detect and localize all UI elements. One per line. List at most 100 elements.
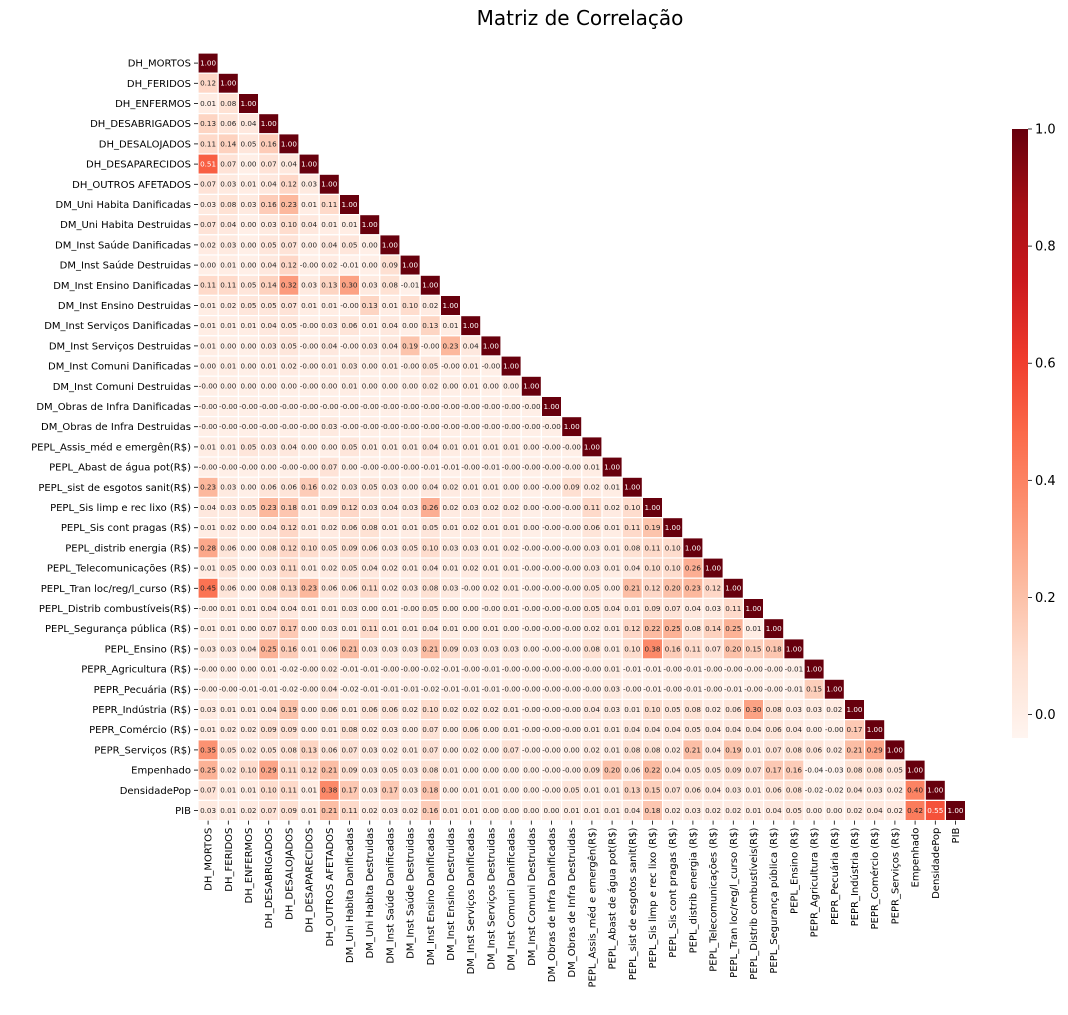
cell-value-label: 1.00: [321, 180, 337, 189]
cell-value-label: 0.01: [301, 786, 317, 795]
cell-value-label: 0.23: [442, 341, 458, 350]
cell-value-label: 0.01: [382, 301, 398, 310]
cell-value-label: 0.01: [301, 301, 317, 310]
cell-value-label: -0.00: [461, 463, 480, 472]
cell-value-label: 0.12: [705, 584, 721, 593]
cell-value-label: 0.00: [463, 766, 479, 775]
cell-value-label: 0.03: [321, 321, 337, 330]
cell-value-label: -0.00: [522, 402, 541, 411]
cell-value-label: -0.00: [300, 665, 319, 674]
cell-value-label: -0.00: [421, 402, 440, 411]
cell-value-label: 0.03: [220, 240, 236, 249]
cell-value-label: 0.01: [402, 745, 418, 754]
cell-value-label: 0.04: [624, 725, 640, 734]
x-tick-label: PEPL_Abast de água pot(R$): [607, 828, 619, 970]
cell-value-label: 0.13: [362, 301, 378, 310]
cell-value-label: 0.22: [644, 766, 660, 775]
cell-value-label: 0.00: [200, 362, 216, 371]
cell-value-label: 0.07: [665, 604, 681, 613]
cell-value-label: 0.02: [402, 806, 418, 815]
cell-value-label: -0.00: [522, 665, 541, 674]
cell-value-label: 0.18: [766, 644, 782, 653]
cell-value-label: -0.00: [401, 362, 420, 371]
cell-value-label: -0.01: [441, 685, 460, 694]
cell-value-label: -0.00: [562, 523, 581, 532]
cell-value-label: -0.00: [300, 422, 319, 431]
cell-value-label: -0.00: [744, 685, 763, 694]
cell-value-label: 0.00: [341, 463, 357, 472]
cell-value-label: 0.04: [261, 705, 277, 714]
cell-value-label: 0.00: [806, 725, 822, 734]
cell-value-label: 0.02: [463, 564, 479, 573]
x-tick-label: PEPR_Comércio (R$): [869, 828, 881, 930]
cell-value-label: -0.00: [199, 382, 218, 391]
cell-value-label: 0.07: [766, 745, 782, 754]
cell-value-label: 0.04: [422, 442, 438, 451]
cell-value-label: 0.00: [240, 483, 256, 492]
cell-value-label: -0.01: [360, 665, 379, 674]
cell-value-label: -0.01: [340, 665, 359, 674]
cell-value-label: -0.00: [522, 543, 541, 552]
cell-value-label: 0.12: [281, 523, 297, 532]
cell-value-label: 0.04: [261, 261, 277, 270]
cell-value-label: 0.03: [200, 200, 216, 209]
cell-value-label: 0.30: [745, 705, 761, 714]
cell-value-label: 0.01: [200, 624, 216, 633]
cell-value-label: 0.09: [564, 483, 580, 492]
cell-value-label: -0.00: [239, 463, 258, 472]
y-tick-label: DM_Inst Serviços Danificadas: [44, 321, 191, 332]
cell-value-label: -0.00: [542, 564, 561, 573]
cell-value-label: 0.09: [644, 604, 660, 613]
cell-value-label: -0.00: [381, 463, 400, 472]
cell-value-label: 0.00: [240, 665, 256, 674]
cell-value-label: 0.04: [725, 725, 741, 734]
cell-value-label: 0.02: [503, 503, 519, 512]
y-tick-label: PEPL_Abast de água pot(R$): [49, 462, 191, 474]
cell-value-label: 0.00: [826, 806, 842, 815]
cell-value-label: 0.08: [624, 543, 640, 552]
cell-value-label: 0.21: [846, 745, 862, 754]
cell-value-label: 0.03: [301, 180, 317, 189]
cell-value-label: -0.00: [623, 685, 642, 694]
cell-value-label: 0.02: [463, 745, 479, 754]
cell-value-label: 0.02: [220, 766, 236, 775]
cell-value-label: 0.01: [220, 624, 236, 633]
cell-value-label: 0.03: [402, 584, 418, 593]
cell-value-label: 0.01: [240, 604, 256, 613]
cell-value-label: 1.00: [887, 745, 903, 754]
cell-value-label: 0.13: [281, 584, 297, 593]
cell-value-label: 0.05: [261, 745, 277, 754]
cell-value-label: 0.00: [301, 442, 317, 451]
cell-value-label: 0.06: [685, 786, 701, 795]
cell-value-label: -0.00: [522, 422, 541, 431]
cell-value-label: 0.08: [281, 745, 297, 754]
cell-value-label: 0.03: [220, 644, 236, 653]
cell-value-label: -0.00: [340, 301, 359, 310]
cell-value-label: 0.01: [200, 523, 216, 532]
cell-value-label: 0.01: [382, 442, 398, 451]
cell-value-label: 0.02: [463, 705, 479, 714]
cell-value-label: 0.03: [463, 543, 479, 552]
cell-value-label: 0.02: [463, 523, 479, 532]
cell-value-label: 0.02: [240, 725, 256, 734]
cell-value-label: 0.00: [523, 503, 539, 512]
cell-value-label: 0.01: [463, 362, 479, 371]
cell-value-label: -0.00: [219, 463, 238, 472]
cell-value-label: 0.02: [422, 301, 438, 310]
cell-value-label: 0.01: [483, 523, 499, 532]
cell-value-label: 0.04: [382, 503, 398, 512]
cell-value-label: -0.00: [502, 463, 521, 472]
cell-value-label: 0.01: [301, 604, 317, 613]
cell-value-label: 0.03: [806, 705, 822, 714]
cell-value-label: 0.00: [240, 362, 256, 371]
cell-value-label: 0.02: [584, 483, 600, 492]
cell-value-label: 0.04: [382, 321, 398, 330]
cell-value-label: 0.06: [806, 745, 822, 754]
cell-value-label: -0.00: [300, 321, 319, 330]
cell-value-label: 0.04: [463, 341, 479, 350]
cell-value-label: -0.00: [522, 725, 541, 734]
cell-value-label: 0.12: [644, 584, 660, 593]
x-tick-label: DM_Obras de Infra Danificadas: [547, 828, 558, 983]
cell-value-label: 1.00: [382, 240, 398, 249]
cell-value-label: 0.02: [483, 705, 499, 714]
